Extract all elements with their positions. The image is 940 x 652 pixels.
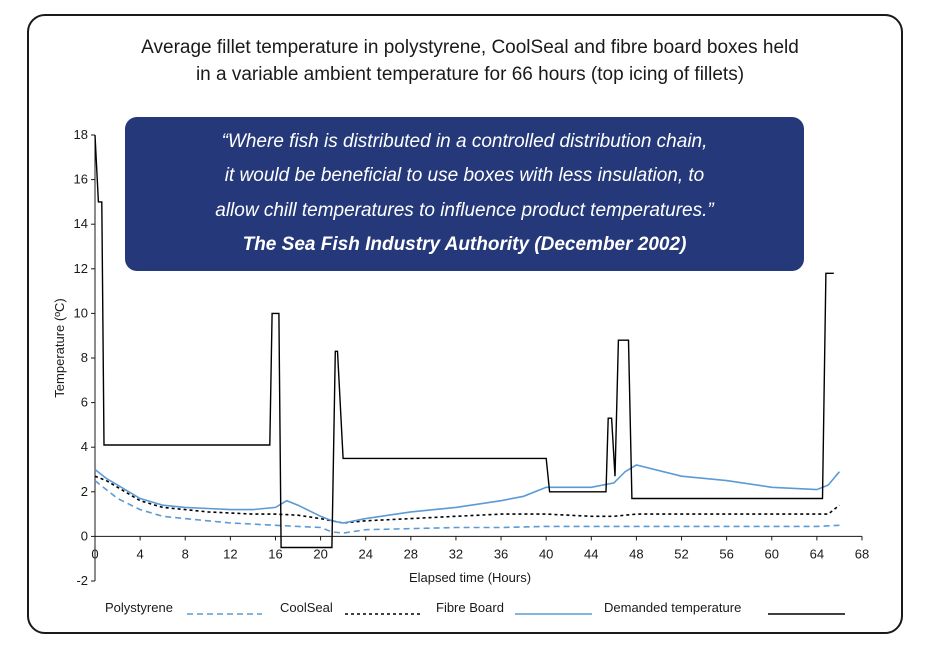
- y-tick-label: 6: [81, 395, 88, 410]
- legend: Polystyrene CoolSeal Fibre Board Demanded t…: [105, 600, 845, 615]
- quote-line-1: “Where fish is distributed in a controll…: [221, 131, 708, 152]
- legend-label: Demanded temperature: [604, 600, 741, 615]
- x-tick-label: 48: [629, 546, 643, 561]
- series-line-fibre-board: [94, 464, 841, 524]
- x-tick-label: 32: [449, 546, 463, 561]
- x-tick-label: 40: [539, 546, 553, 561]
- quote-source: The Sea Fish Industry Authority (Decembe…: [242, 234, 687, 255]
- x-tick-label: 4: [137, 546, 144, 561]
- chart-title-line2: in a variable ambient temperature for 66…: [195, 64, 745, 85]
- legend-label: CoolSeal: [280, 600, 333, 615]
- y-tick-label: 2: [81, 484, 88, 499]
- quote-box: “Where fish is distributed in a controll…: [125, 117, 804, 271]
- y-tick-label: 14: [74, 216, 88, 231]
- legend-label: Fibre Board: [436, 600, 504, 615]
- x-tick-label: 28: [404, 546, 418, 561]
- y-tick-label: -2: [76, 573, 88, 588]
- legend-label: Polystyrene: [105, 600, 173, 615]
- x-tick-label: 0: [91, 546, 98, 561]
- quote-line-2: it would be beneficial to use boxes with…: [224, 165, 705, 186]
- x-tick-label: 64: [810, 546, 824, 561]
- y-tick-label: 4: [81, 439, 88, 454]
- chart-frame: [27, 14, 903, 634]
- x-tick-label: 8: [182, 546, 189, 561]
- x-tick-label: 52: [674, 546, 688, 561]
- y-tick-label: 8: [81, 350, 88, 365]
- x-tick-label: 16: [268, 546, 282, 561]
- y-tick-label: 16: [74, 172, 88, 187]
- x-axis-label: Elapsed time (Hours): [409, 570, 531, 585]
- x-tick-label: 68: [855, 546, 869, 561]
- series-line-polystyrene: [94, 479, 840, 534]
- y-tick-label: 10: [74, 305, 88, 320]
- y-axis-label: Temperature (ºC): [52, 298, 67, 397]
- x-tick-label: 20: [313, 546, 327, 561]
- series-line-coolseal: [94, 475, 840, 524]
- series-lines: [94, 134, 841, 549]
- chart-title-line1: Average fillet temperature in polystyren…: [141, 37, 799, 58]
- quote-line-3: allow chill temperatures to influence pr…: [215, 200, 714, 221]
- y-tick-label: 12: [74, 261, 88, 276]
- y-tick-label: 18: [74, 127, 88, 142]
- x-tick-label: 24: [358, 546, 372, 561]
- x-tick-label: 56: [719, 546, 733, 561]
- series-line-demanded-temperature: [94, 134, 834, 549]
- y-tick-label: 0: [81, 528, 88, 543]
- axes: [91, 134, 863, 582]
- x-tick-label: 60: [765, 546, 779, 561]
- x-tick-label: 12: [223, 546, 237, 561]
- x-tick-label: 36: [494, 546, 508, 561]
- x-tick-label: 44: [584, 546, 598, 561]
